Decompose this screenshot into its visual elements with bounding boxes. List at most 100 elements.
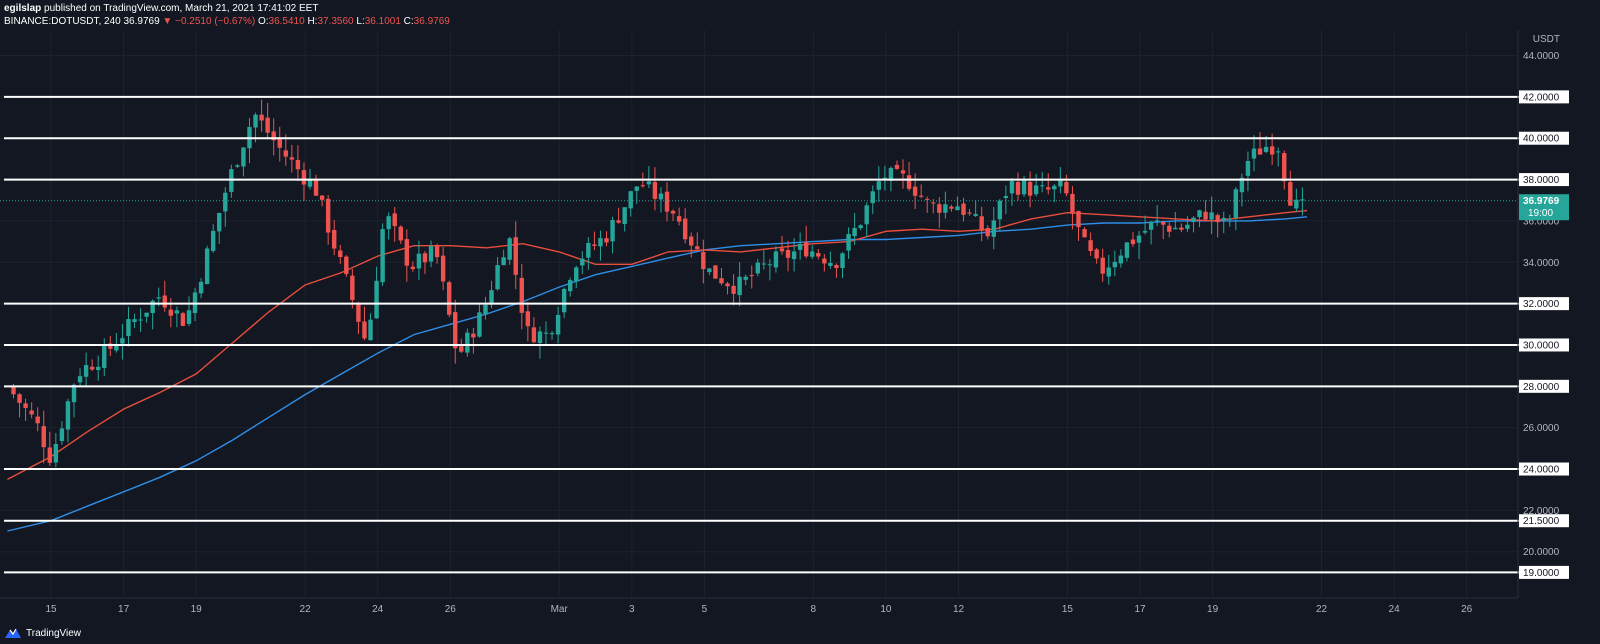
candle-down (531, 327, 537, 343)
candle-down (803, 242, 809, 257)
level-price-tag (1519, 90, 1569, 104)
candle-up (810, 251, 815, 257)
candle-up (628, 191, 633, 209)
candle-up (568, 280, 573, 292)
candle-up (83, 365, 89, 377)
candle-up (586, 242, 591, 258)
candle-down (719, 278, 724, 284)
candle-up (870, 191, 875, 204)
level-price-tag (1519, 297, 1569, 311)
candle-down (689, 236, 694, 246)
candle-down (1015, 182, 1021, 195)
candle-down (652, 182, 658, 199)
candle-up (1300, 199, 1305, 201)
candle-up (198, 281, 204, 294)
candle-up (1021, 180, 1027, 195)
candle-down (301, 170, 307, 185)
chart-header: egilslap published on TradingView.com, M… (4, 2, 450, 28)
candle-up (1275, 151, 1281, 153)
candle-up (773, 251, 779, 268)
candle-up (1221, 217, 1226, 221)
candle-up (888, 167, 894, 181)
x-tick-label: 26 (445, 604, 457, 615)
candle-up (1033, 185, 1039, 195)
x-tick-label: 10 (880, 604, 892, 615)
candle-down (259, 114, 264, 121)
candle-down (894, 164, 900, 169)
y-tick-label: 20.0000 (1523, 547, 1560, 558)
candle-up (1245, 161, 1251, 176)
candle-down (1130, 239, 1136, 245)
candle-down (513, 237, 518, 275)
candle-down (1046, 187, 1051, 190)
candle-up (561, 289, 567, 313)
candle-down (822, 258, 827, 264)
candle-down (277, 137, 282, 148)
candle-up (1148, 221, 1154, 230)
candle-down (29, 410, 34, 415)
close-label: C: (403, 16, 414, 27)
candle-down (906, 175, 912, 189)
candle-down (410, 266, 416, 270)
publish-info: egilslap published on TradingView.com, M… (4, 2, 450, 15)
down-arrow-icon: ▼ (162, 16, 173, 27)
candle-down (338, 250, 343, 258)
candle-up (241, 147, 246, 167)
price-chart[interactable]: USDT 20.0000 22.0000 24.0000 26.0000 28.0000 3… (0, 30, 1600, 624)
candle-down (931, 202, 936, 204)
candle-down (1167, 225, 1172, 232)
candle-down (1179, 227, 1184, 230)
candle-up (53, 444, 59, 463)
x-tick-label: 17 (1134, 604, 1146, 615)
candle-up (501, 257, 506, 266)
x-tick-label: 8 (811, 604, 817, 615)
candle-up (1039, 185, 1045, 187)
x-tick-label: 22 (300, 604, 312, 615)
level-price-label: 19.0000 (1523, 568, 1560, 579)
plot-area[interactable] (0, 30, 1518, 598)
candle-up (1003, 196, 1009, 199)
tradingview-logo-icon (5, 628, 21, 638)
candle-down (168, 309, 174, 316)
candle-up (543, 332, 549, 334)
candle-down (985, 228, 990, 237)
candle-up (973, 213, 978, 216)
candle-up (743, 276, 748, 280)
y-tick-label: 34.0000 (1523, 258, 1560, 269)
candle-down (283, 150, 288, 157)
y-tick-label: 44.0000 (1523, 51, 1560, 62)
candle-up (1112, 261, 1118, 268)
candle-up (707, 268, 712, 273)
candle-up (416, 253, 422, 269)
candle-down (1070, 193, 1075, 214)
candle-up (1239, 177, 1245, 193)
candle-down (319, 195, 325, 200)
low-value: 36.1001 (364, 16, 401, 27)
candle-up (1058, 180, 1063, 187)
tradingview-footer[interactable]: TradingView (4, 626, 81, 640)
candle-up (235, 165, 240, 167)
candle-up (858, 225, 863, 229)
candle-up (598, 238, 603, 247)
candle-up (882, 177, 888, 179)
candle-down (670, 210, 676, 214)
x-tick-label: 12 (953, 604, 965, 615)
candle-up (483, 304, 488, 315)
candle-down (471, 333, 476, 338)
candle-up (634, 186, 639, 191)
candle-down (289, 157, 295, 160)
candle-down (180, 313, 186, 326)
current-price-tag (1519, 194, 1569, 221)
candle-up (1124, 242, 1130, 258)
level-price-tag (1519, 338, 1569, 352)
candle-down (23, 403, 28, 408)
x-tick-label: 24 (372, 604, 384, 615)
author-name[interactable]: egilslap (4, 3, 42, 14)
last-price: 36.9769 (123, 16, 160, 27)
candle-up (1233, 189, 1239, 218)
candle-down (362, 321, 367, 339)
candle-up (114, 345, 119, 351)
candle-up (1173, 227, 1178, 230)
candle-up (253, 114, 258, 128)
candle-up (1154, 220, 1160, 222)
